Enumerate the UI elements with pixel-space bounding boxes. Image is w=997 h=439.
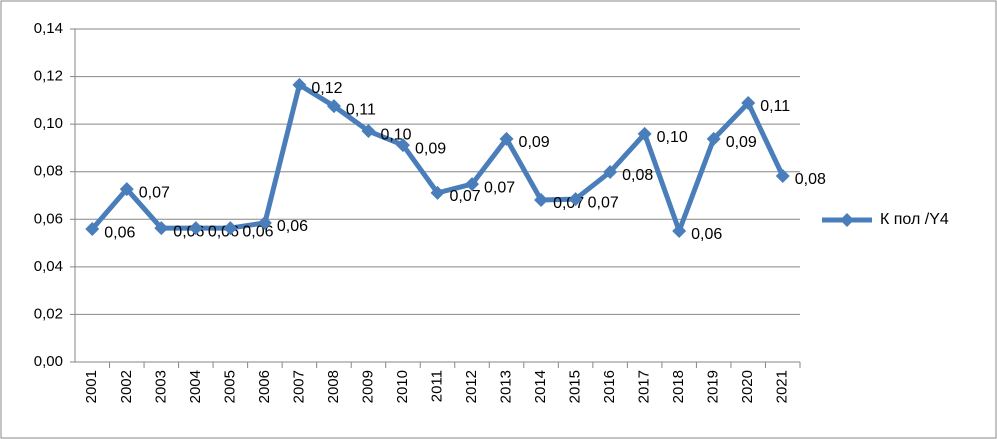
data-label: 0,09 <box>415 140 446 157</box>
point-marker <box>292 77 307 92</box>
point-marker <box>775 168 790 183</box>
data-label: 0,07 <box>139 184 170 201</box>
legend-marker <box>840 213 854 227</box>
x-tick-label: 2015 <box>567 370 584 403</box>
data-label: 0,09 <box>519 134 550 151</box>
x-tick-label: 2017 <box>636 370 653 403</box>
data-label: 0,06 <box>691 226 722 243</box>
data-label: 0,08 <box>622 167 653 184</box>
x-tick-label: 2007 <box>290 370 307 403</box>
y-tick-label: 0,00 <box>34 353 63 370</box>
y-tick-label: 0,02 <box>34 305 63 322</box>
point-marker <box>154 221 169 236</box>
y-tick-label: 0,04 <box>34 258 63 275</box>
data-label: 0,06 <box>242 223 273 240</box>
x-tick-label: 2020 <box>739 370 756 403</box>
y-tick-label: 0,12 <box>34 68 63 85</box>
point-marker <box>672 223 687 238</box>
point-marker <box>85 222 100 237</box>
point-marker <box>223 221 238 236</box>
point-marker <box>188 221 203 236</box>
point-marker <box>465 177 480 192</box>
x-tick-label: 2019 <box>705 370 722 403</box>
y-tick-label: 0,10 <box>34 115 63 132</box>
data-label: 0,12 <box>311 80 342 97</box>
x-tick-label: 2021 <box>774 370 791 403</box>
point-marker <box>534 193 549 208</box>
point-marker <box>395 138 410 153</box>
data-label: 0,11 <box>346 101 376 118</box>
point-marker <box>430 185 445 200</box>
data-label: 0,09 <box>726 134 757 151</box>
x-tick-label: 2018 <box>670 370 687 403</box>
point-marker <box>119 182 134 197</box>
data-label: 0,07 <box>450 188 481 205</box>
point-marker <box>637 126 652 141</box>
point-marker <box>257 215 272 230</box>
data-label: 0,10 <box>380 126 411 143</box>
data-label: 0,10 <box>657 129 688 146</box>
data-label: 0,06 <box>277 218 308 235</box>
y-tick-label: 0,14 <box>34 20 63 37</box>
y-tick-label: 0,06 <box>34 210 63 227</box>
data-label: 0,07 <box>484 179 515 196</box>
data-label: 0,07 <box>588 194 619 211</box>
x-tick-label: 2016 <box>601 370 618 403</box>
x-tick-label: 2001 <box>83 370 100 403</box>
point-marker <box>361 124 376 139</box>
x-tick-label: 2006 <box>256 370 273 403</box>
x-tick-label: 2012 <box>463 370 480 403</box>
data-label: 0,08 <box>795 171 826 188</box>
point-marker <box>603 164 618 179</box>
x-tick-label: 2014 <box>532 370 549 403</box>
point-marker <box>706 131 721 146</box>
x-tick-label: 2011 <box>428 370 445 402</box>
data-label: 0,11 <box>760 98 790 115</box>
point-marker <box>499 131 514 146</box>
x-tick-label: 2002 <box>118 370 135 403</box>
y-tick-label: 0,08 <box>34 163 63 180</box>
x-tick-label: 2003 <box>152 370 169 403</box>
x-tick-label: 2009 <box>359 370 376 403</box>
x-tick-label: 2008 <box>325 370 342 403</box>
point-marker <box>741 95 756 110</box>
data-label: 0,06 <box>104 224 135 241</box>
point-marker <box>326 99 341 114</box>
x-tick-label: 2013 <box>498 370 515 403</box>
x-tick-label: 2005 <box>221 370 238 403</box>
x-tick-label: 2010 <box>394 370 411 403</box>
legend-label: К пол /Y4 <box>880 211 949 228</box>
point-marker <box>568 192 583 207</box>
x-tick-label: 2004 <box>187 370 204 403</box>
